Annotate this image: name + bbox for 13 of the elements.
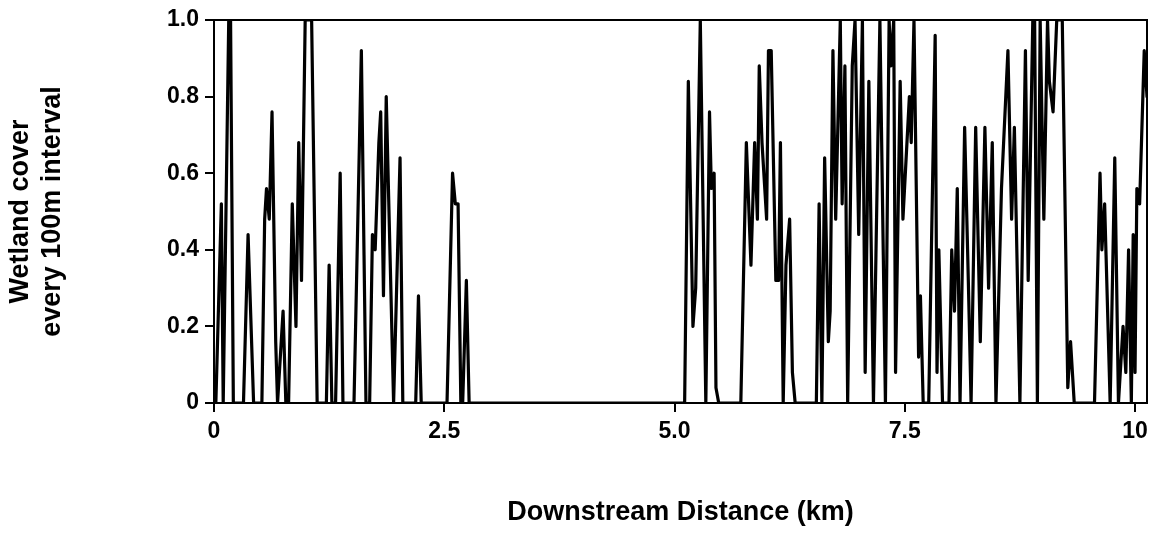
x-tick-label: 10 — [1122, 417, 1148, 444]
x-axis-title: Downstream Distance (km) — [507, 496, 854, 527]
y-tick-label: 0.6 — [167, 158, 199, 185]
y-tick-label: 0.8 — [167, 81, 200, 108]
x-tick-label: 7.5 — [888, 417, 921, 444]
y-tick-label: 1.0 — [167, 5, 199, 32]
y-axis-title: Wetland cover every 100m interval — [3, 86, 67, 337]
y-tick-label: 0.4 — [167, 235, 200, 262]
y-tick-label: 0 — [186, 388, 199, 415]
y-tick-label: 0.2 — [167, 311, 199, 338]
x-tick-label: 5.0 — [658, 417, 691, 444]
x-tick-label: 2.5 — [428, 417, 461, 444]
x-tick-label: 0 — [207, 417, 221, 444]
